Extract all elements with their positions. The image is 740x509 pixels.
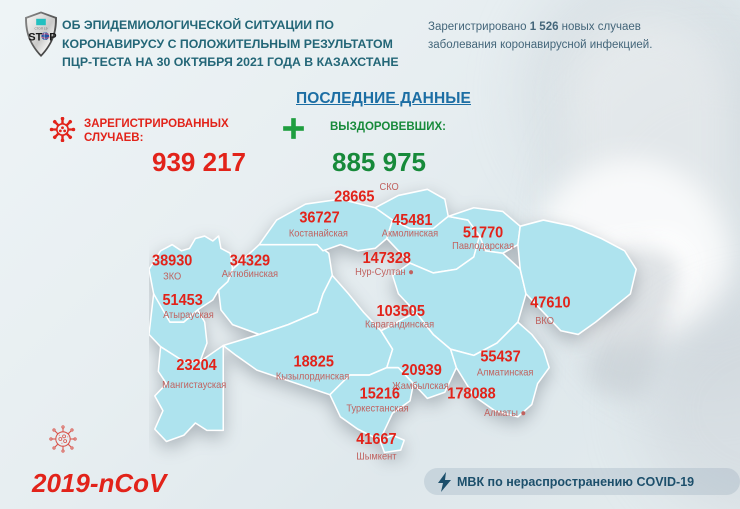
svg-text:S: S (28, 32, 35, 44)
svg-text:P: P (49, 32, 56, 44)
svg-text:СТОП 19: СТОП 19 (34, 27, 47, 31)
svg-text:T: T (36, 32, 43, 44)
